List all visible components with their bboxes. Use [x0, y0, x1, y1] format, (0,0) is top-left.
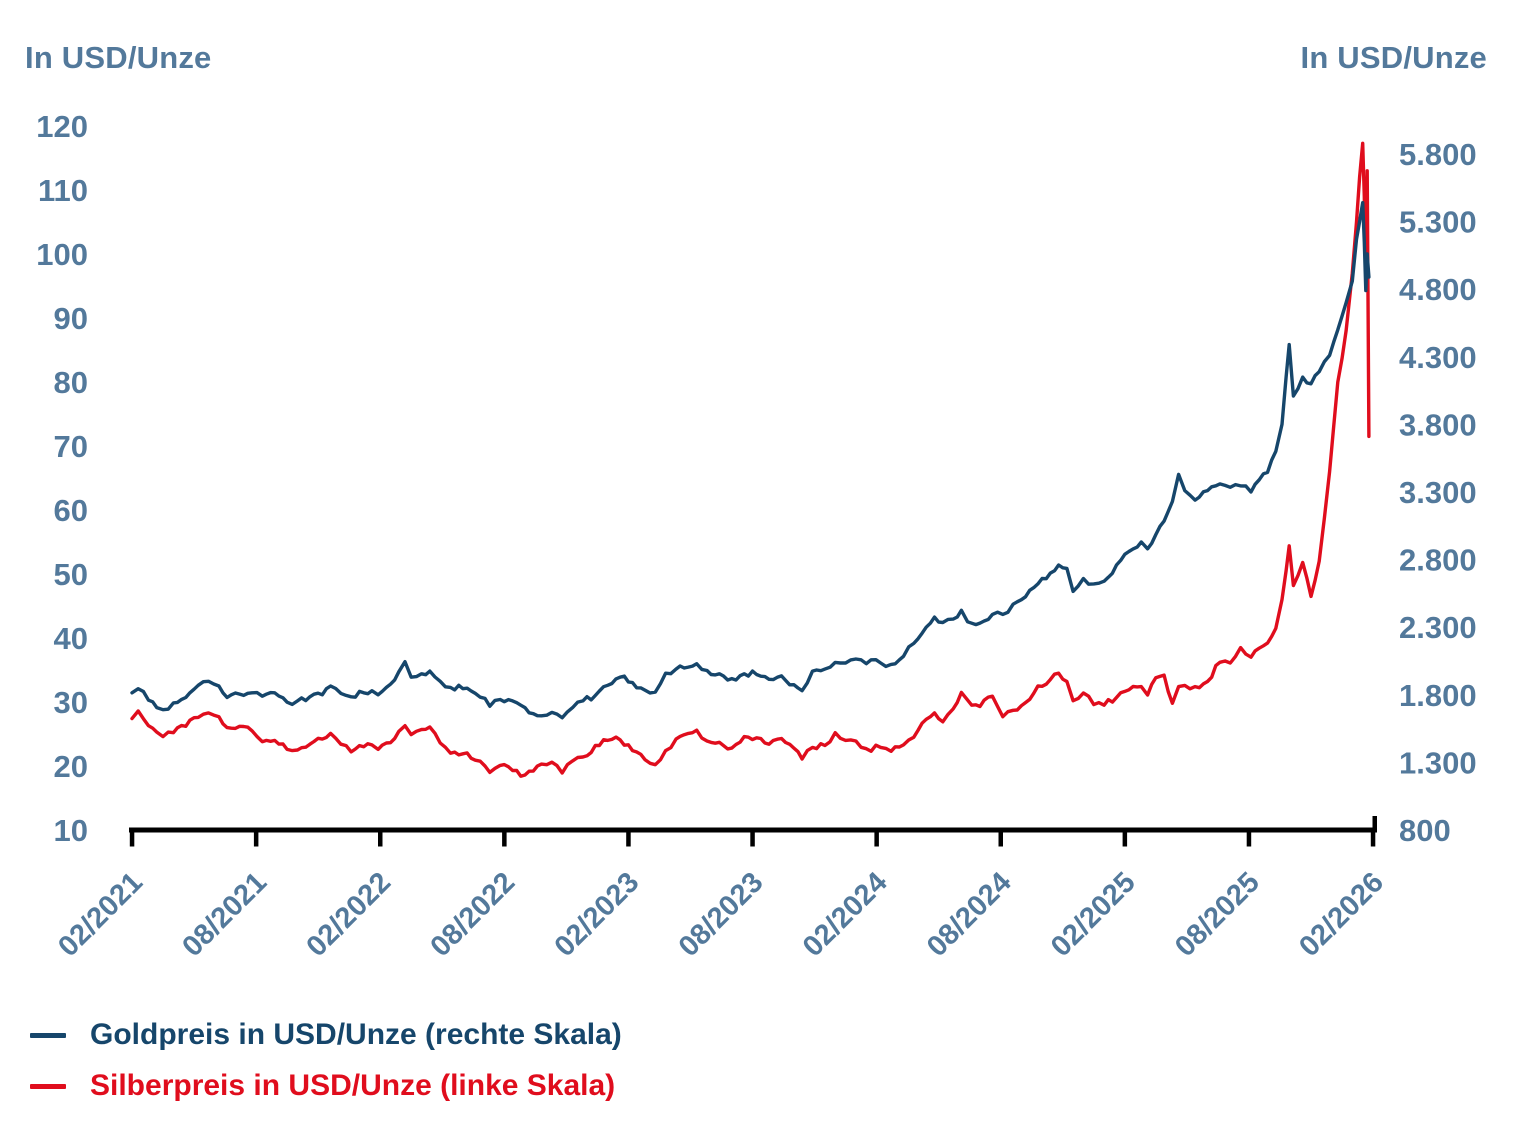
- right-axis-tick-label: 2.300: [1399, 610, 1477, 645]
- left-axis-tick-label: 110: [38, 173, 88, 208]
- gold-line: [130, 200, 1371, 720]
- x-tick-label: 08/2023: [673, 866, 770, 963]
- silver-line: [130, 141, 1371, 778]
- x-tick-label: 02/2024: [797, 866, 894, 963]
- legend-item-gold: Goldpreis in USD/Unze (rechte Skala): [30, 1018, 622, 1052]
- left-axis-tick-label: 80: [54, 365, 88, 400]
- legend-item-silver: Silberpreis in USD/Unze (linke Skala): [30, 1069, 622, 1103]
- x-tick-label: 02/2023: [549, 866, 646, 963]
- x-tick: [874, 827, 879, 847]
- x-tick-label: 08/2021: [176, 866, 273, 963]
- legend-line-swatch-gold: [30, 1032, 66, 1038]
- left-axis-tick-label: 90: [54, 301, 88, 336]
- right-axis-tick-label: 5.300: [1399, 205, 1477, 240]
- right-axis-tick-label: 2.800: [1399, 543, 1477, 578]
- x-tick: [1246, 827, 1252, 847]
- x-tick: [129, 827, 135, 847]
- x-tick-label: 02/2026: [1293, 866, 1390, 963]
- right-axis-tick-label: 3.800: [1399, 407, 1477, 442]
- x-tick-label: 08/2022: [424, 866, 521, 963]
- x-axis-end-stub: [1372, 816, 1377, 830]
- right-axis-tick-label: 4.300: [1399, 340, 1477, 375]
- right-axis-tick-label: 3.300: [1399, 475, 1477, 510]
- x-tick-label: 02/2025: [1045, 866, 1142, 963]
- right-axis-tick-label: 800: [1399, 813, 1451, 848]
- legend-line-swatch-silver: [30, 1083, 66, 1089]
- x-tick: [750, 827, 755, 847]
- left-axis-tick-label: 50: [54, 557, 88, 592]
- left-axis-tick-label: 30: [54, 685, 88, 720]
- x-tick-label: 02/2021: [52, 866, 149, 963]
- legend-label-silver: Silberpreis in USD/Unze (linke Skala): [90, 1069, 616, 1102]
- legend: Goldpreis in USD/Unze (rechte Skala) Silb…: [30, 1018, 622, 1103]
- x-tick: [253, 827, 259, 847]
- x-tick-label: 08/2024: [921, 866, 1018, 963]
- right-axis-tick-label: 5.800: [1399, 137, 1477, 172]
- left-axis-tick-label: 120: [36, 109, 88, 144]
- legend-label-gold: Goldpreis in USD/Unze (rechte Skala): [90, 1018, 622, 1051]
- x-tick-label: 02/2022: [300, 866, 397, 963]
- left-axis-tick-label: 20: [54, 749, 88, 784]
- left-axis-tick-label: 60: [54, 493, 88, 528]
- right-axis-tick-label: 1.800: [1399, 678, 1477, 713]
- x-tick: [1370, 827, 1376, 847]
- left-axis-tick-label: 40: [54, 621, 88, 656]
- left-axis-tick-label: 70: [54, 429, 88, 464]
- right-axis-title: In USD/Unze: [1300, 40, 1487, 75]
- x-tick: [998, 827, 1003, 847]
- x-tick: [626, 827, 631, 847]
- left-axis-tick-label: 10: [54, 813, 88, 848]
- price-chart: 02/2021 08/2021 02/2022 08/2022 02/2023 08/20…: [36, 109, 1477, 963]
- right-axis-tick-label: 4.800: [1399, 272, 1477, 307]
- x-tick: [502, 827, 507, 847]
- x-tick-label: 08/2025: [1169, 866, 1266, 963]
- x-tick: [1122, 827, 1128, 847]
- left-axis-title: In USD/Unze: [25, 40, 212, 75]
- right-axis-tick-label: 1.300: [1399, 745, 1477, 780]
- x-tick: [378, 827, 383, 847]
- left-axis-tick-label: 100: [36, 237, 88, 272]
